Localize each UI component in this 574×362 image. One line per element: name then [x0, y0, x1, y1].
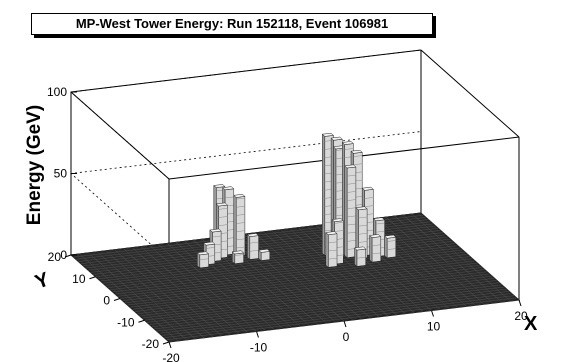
- floor-grid-line: [115, 251, 466, 295]
- x-tick: [256, 331, 259, 338]
- floor-grid-line: [164, 295, 515, 338]
- y-tick-label: 10: [72, 272, 86, 286]
- y-tick: [162, 341, 170, 345]
- energy-tower: [353, 246, 367, 267]
- floor-grid-line: [151, 284, 502, 327]
- x-tick: [168, 341, 172, 349]
- chart-title: MP-West Tower Energy: Run 152118, Event …: [31, 13, 433, 35]
- y-tick-label: 20: [48, 250, 62, 264]
- energy-tower: [325, 231, 338, 268]
- energy-tower: [233, 194, 246, 257]
- energy-tower: [355, 206, 368, 260]
- floor-grid-line: [134, 269, 485, 312]
- floor-grid-line: [156, 288, 507, 332]
- floor-grid-line: [144, 278, 495, 321]
- energy-tower: [246, 233, 260, 261]
- z-axis-label: Energy (GeV): [24, 105, 45, 225]
- floor-grid-line: [129, 265, 480, 308]
- floor-grid-line: [117, 254, 468, 297]
- floor-grid-line: [154, 286, 505, 330]
- y-tick: [113, 298, 121, 301]
- y-tick-label: -10: [117, 315, 135, 329]
- floor-grid-line: [119, 256, 471, 299]
- floor-grid-line: [105, 243, 456, 286]
- y-tick-label: -20: [142, 337, 160, 351]
- energy-tower: [215, 202, 228, 259]
- energy-tower: [231, 250, 245, 265]
- y-axis-label: Y: [32, 268, 53, 293]
- floor-grid-line: [110, 247, 461, 290]
- y-tick: [89, 276, 96, 280]
- floor-grid-line: [142, 275, 493, 319]
- floor-grid-line: [132, 267, 483, 310]
- z-tick-label: 100: [47, 85, 67, 99]
- z-tick-label: 0: [60, 248, 67, 262]
- energy-tower: [196, 251, 210, 269]
- z-tick-label: 50: [54, 167, 68, 181]
- floor-grid-line: [137, 271, 488, 314]
- floor-grid-line: [124, 260, 475, 304]
- energy-tower: [384, 234, 397, 259]
- z-gridline: [70, 49, 422, 180]
- floor-grid-line: [166, 297, 517, 341]
- x-tick-label: -10: [250, 341, 268, 355]
- floor-grid-line: [122, 258, 473, 301]
- x-tick-label: 20: [514, 309, 528, 323]
- floor-grid-line: [146, 280, 497, 323]
- box-edge-back-top: [70, 49, 422, 93]
- y-tick-label: 0: [103, 294, 110, 308]
- y-tick: [64, 254, 72, 258]
- x-axis-label: X: [524, 313, 538, 335]
- energy-tower: [258, 248, 271, 262]
- floor-grid-line: [159, 291, 510, 334]
- floor-grid-line: [127, 262, 478, 306]
- floor-grid-line: [107, 245, 458, 288]
- x-tick-label: -20: [162, 351, 180, 362]
- x-tick-label: 0: [343, 330, 350, 344]
- floor-grid-line: [149, 282, 500, 325]
- x-tick-label: 10: [427, 320, 441, 334]
- floor-grid-line: [161, 293, 512, 336]
- energy-tower: [369, 234, 382, 263]
- x-tick: [518, 299, 522, 307]
- floor-grid-line: [112, 249, 463, 293]
- x-tick: [343, 320, 347, 328]
- y-tick: [138, 319, 145, 323]
- box-edge-right-top: [420, 49, 520, 138]
- floor-grid-line: [139, 273, 490, 317]
- energy-tower: [344, 164, 357, 259]
- x-tick: [431, 310, 434, 317]
